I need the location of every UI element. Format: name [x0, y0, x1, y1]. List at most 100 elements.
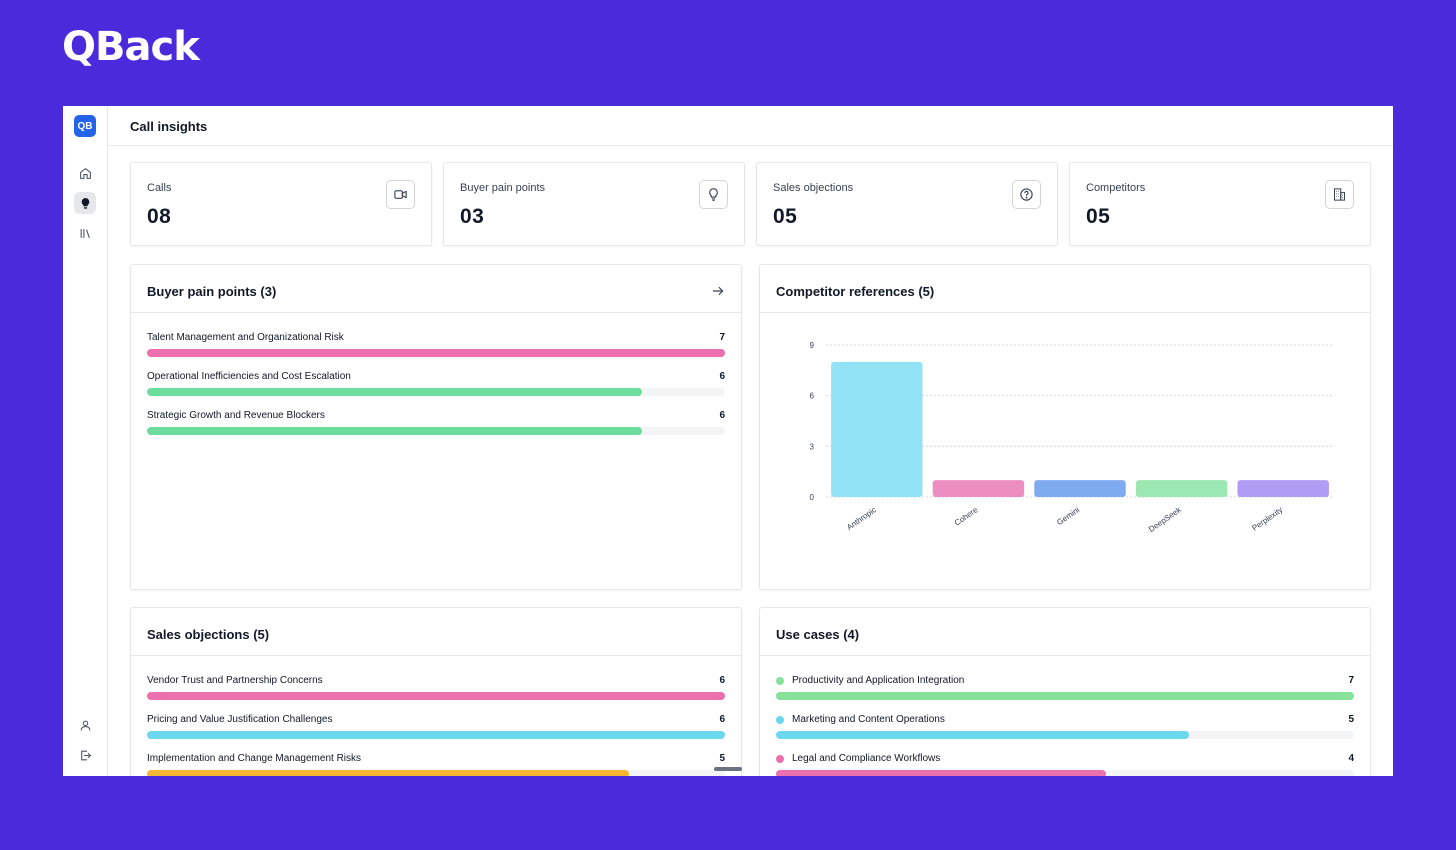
sidebar-item-insights[interactable]: [74, 192, 96, 214]
home-icon: [79, 167, 91, 179]
logout-icon: [80, 750, 91, 760]
list-item[interactable]: Operational Inefficiencies and Cost Esca…: [147, 371, 725, 405]
bar-cohere[interactable]: [932, 480, 1025, 497]
y-tick-label: 0: [810, 493, 815, 502]
x-tick-label: Gemini: [1055, 505, 1081, 527]
objections-panel: Sales objections (5) Vendor Trust and Pa…: [130, 607, 742, 776]
stat-label: Competitors: [1086, 182, 1146, 194]
color-dot: [776, 755, 784, 763]
progress-track: [147, 770, 725, 776]
item-count: 6: [719, 371, 725, 382]
progress-track: [147, 731, 725, 739]
panel-title: Buyer pain points (3): [147, 284, 277, 299]
item-count: 5: [719, 753, 725, 764]
progress-fill: [147, 692, 725, 700]
lightbulb-icon: [699, 180, 728, 209]
sidebar-item-home[interactable]: [74, 162, 96, 184]
list-item[interactable]: Pricing and Value Justification Challeng…: [147, 714, 725, 748]
stat-card-pain-points: Buyer pain points 03: [443, 162, 745, 246]
progress-track: [776, 770, 1354, 776]
user-icon: [80, 720, 90, 730]
stat-value: 08: [147, 205, 172, 228]
progress-track: [147, 349, 725, 357]
competitor-bar-chart: 0 3 6 9 Anthropic Cohere Gemini DeepSeek Perplex…: [810, 341, 1334, 534]
panel-header: Use cases (4): [760, 608, 1370, 656]
list-item[interactable]: Vendor Trust and Partnership Concerns 6: [147, 675, 725, 709]
stat-card-objections: Sales objections 05: [756, 162, 1058, 246]
help-circle-icon: [1012, 180, 1041, 209]
item-label: Vendor Trust and Partnership Concerns: [147, 675, 323, 686]
progress-track: [147, 692, 725, 700]
stat-card-competitors: Competitors 05: [1069, 162, 1371, 246]
item-count: 6: [719, 714, 725, 725]
lightbulb-icon: [81, 197, 89, 209]
bar-anthropic[interactable]: [831, 361, 923, 497]
item-count: 7: [1348, 675, 1354, 686]
item-label: Strategic Growth and Revenue Blockers: [147, 410, 325, 421]
color-dot: [776, 716, 784, 724]
x-tick-label: Anthropic: [845, 505, 878, 532]
panel-title: Competitor references (5): [776, 284, 935, 299]
progress-track: [147, 388, 725, 396]
sidebar-item-profile[interactable]: [74, 714, 96, 736]
progress-fill: [147, 427, 643, 435]
stat-card-calls: Calls 08: [130, 162, 432, 246]
item-label: Operational Inefficiencies and Cost Esca…: [147, 371, 351, 382]
video-icon: [386, 180, 415, 209]
item-label: Implementation and Change Management Ris…: [147, 753, 362, 764]
bar-gemini[interactable]: [1034, 480, 1126, 497]
item-count: 7: [719, 332, 725, 343]
competitors-panel: Competitor references (5) 0 3 6 9 Anthropic C…: [759, 264, 1371, 590]
stat-value: 05: [773, 205, 798, 228]
progress-fill: [147, 349, 725, 357]
arrow-right-icon[interactable]: [711, 284, 725, 298]
stat-label: Buyer pain points: [460, 182, 545, 194]
y-tick-label: 9: [810, 341, 815, 350]
list-item[interactable]: Talent Management and Organizational Ris…: [147, 332, 725, 366]
panel-title: Use cases (4): [776, 627, 860, 642]
topbar: Call insights: [108, 106, 1393, 146]
x-tick-label: Perplexity: [1250, 505, 1284, 533]
building-icon: [1325, 180, 1354, 209]
item-count: 6: [719, 675, 725, 686]
library-icon: [80, 228, 90, 238]
progress-track: [147, 427, 725, 435]
item-label: Legal and Compliance Workflows: [792, 753, 941, 764]
panel-header: Buyer pain points (3): [131, 265, 741, 313]
app-window: QB Call insights Calls 08 Buyer pain poi…: [63, 106, 1393, 776]
progress-fill: [776, 692, 1354, 700]
progress-track: [776, 692, 1354, 700]
bar-deepseek[interactable]: [1135, 480, 1228, 497]
sidebar-item-logout[interactable]: [74, 744, 96, 766]
y-tick-label: 6: [810, 392, 815, 401]
app-logo[interactable]: QB: [74, 115, 96, 137]
stat-value: 05: [1086, 205, 1111, 228]
scrollbar-thumb[interactable]: [714, 767, 742, 771]
progress-fill: [147, 388, 643, 396]
color-dot: [776, 677, 784, 685]
item-count: 5: [1348, 714, 1354, 725]
list-item[interactable]: Strategic Growth and Revenue Blockers 6: [147, 410, 725, 444]
x-tick-label: DeepSeek: [1147, 505, 1184, 534]
progress-fill: [147, 770, 629, 776]
use-cases-panel: Use cases (4) Productivity and Applicati…: [759, 607, 1371, 776]
pain-points-panel: Buyer pain points (3) Talent Management …: [130, 264, 742, 590]
stat-label: Sales objections: [773, 182, 854, 194]
sidebar-item-library[interactable]: [74, 222, 96, 244]
stat-value: 03: [460, 205, 485, 228]
progress-fill: [147, 731, 725, 739]
item-count: 4: [1348, 753, 1354, 764]
progress-track: [776, 731, 1354, 739]
item-label: Marketing and Content Operations: [792, 714, 945, 725]
list-item[interactable]: Productivity and Application Integration…: [776, 675, 1354, 709]
sidebar: QB: [63, 106, 108, 776]
panel-header: Sales objections (5): [131, 608, 741, 656]
list-item[interactable]: Marketing and Content Operations 5: [776, 714, 1354, 748]
item-label: Pricing and Value Justification Challeng…: [147, 714, 333, 725]
progress-fill: [776, 770, 1107, 776]
list-item[interactable]: Legal and Compliance Workflows 4: [776, 753, 1354, 776]
page-title: Call insights: [130, 119, 208, 134]
bar-perplexity[interactable]: [1237, 480, 1329, 497]
stat-label: Calls: [147, 182, 172, 194]
list-item[interactable]: Implementation and Change Management Ris…: [147, 753, 725, 776]
